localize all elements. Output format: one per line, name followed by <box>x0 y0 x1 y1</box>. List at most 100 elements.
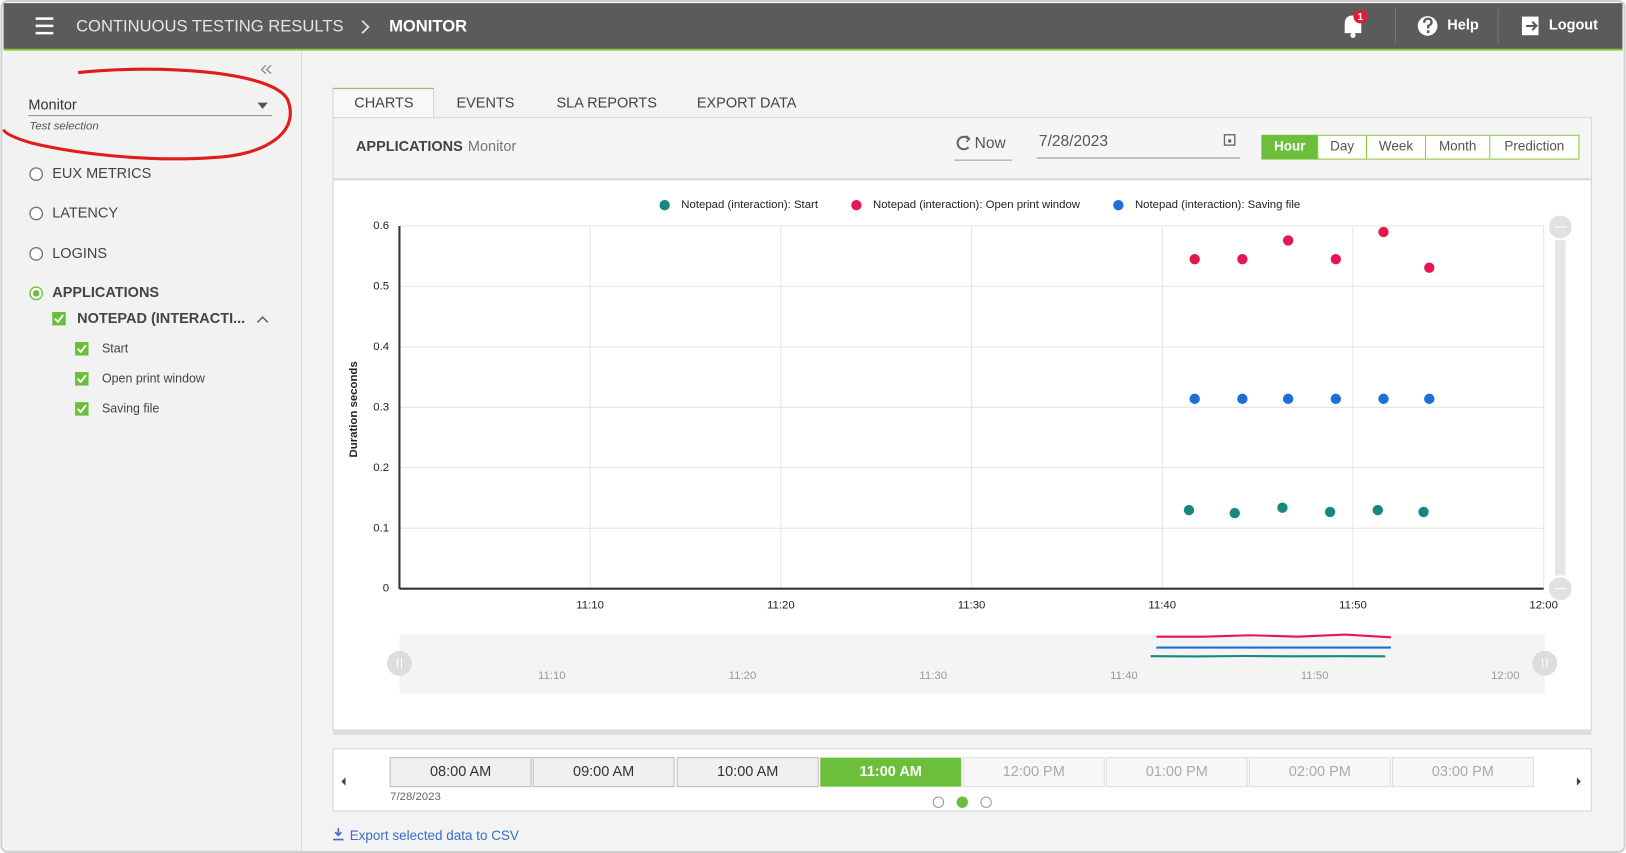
y-tick-label: 0.2 <box>373 462 389 474</box>
timeline-next[interactable] <box>1576 777 1582 786</box>
now-label: Now <box>975 135 1007 152</box>
breadcrumb-root[interactable]: CONTINUOUS TESTING RESULTS <box>76 16 343 35</box>
slot-label: 12:00 PM <box>1003 764 1065 780</box>
slot-label: 10:00 AM <box>717 764 778 780</box>
point <box>1424 262 1435 273</box>
range-button[interactable]: Prediction <box>1504 139 1564 154</box>
y-tick-label: 0.5 <box>373 280 389 292</box>
help-button[interactable]: Help <box>1417 16 1479 36</box>
menu-button[interactable] <box>35 17 54 35</box>
tab-active[interactable] <box>332 87 435 119</box>
breadcrumb-separator <box>361 20 370 34</box>
collapse-button[interactable] <box>260 64 272 75</box>
point <box>1324 506 1336 518</box>
radio-logins[interactable]: LOGINS <box>29 246 107 262</box>
navigator-tick-label: 12:00 <box>1491 670 1520 682</box>
select-caption: Test selection <box>29 120 98 132</box>
tab[interactable]: EXPORT DATA <box>697 95 797 111</box>
notification-button[interactable]: 1 <box>1344 9 1367 38</box>
range-button[interactable]: Day <box>1330 139 1354 154</box>
radio-latency[interactable]: LATENCY <box>29 205 118 221</box>
checkbox-step[interactable]: Saving file <box>75 402 159 416</box>
point <box>1237 393 1248 405</box>
navigator-line <box>1156 633 1391 639</box>
point <box>1378 393 1389 405</box>
legend-label: Notepad (interaction): Start <box>681 199 819 211</box>
slot-label: 08:00 AM <box>430 764 491 780</box>
legend-marker <box>851 200 862 211</box>
timeline-prev[interactable] <box>341 777 346 786</box>
point <box>1277 502 1288 513</box>
x-tick-label: 11:30 <box>958 599 986 611</box>
vertical-scroll[interactable] <box>1546 213 1574 603</box>
y-tick-label: 0.1 <box>373 522 389 534</box>
timeline-slot[interactable]: 03:00 PM <box>1391 757 1534 788</box>
slot-label: 02:00 PM <box>1289 764 1351 780</box>
slot-label: 09:00 AM <box>573 764 634 780</box>
dropdown-arrow[interactable] <box>257 102 268 109</box>
y-tick-label: 0.4 <box>373 341 389 353</box>
point <box>1378 226 1389 238</box>
range-button-active[interactable] <box>1261 135 1318 160</box>
checkbox-label: Saving file <box>102 402 159 416</box>
point <box>1330 254 1342 265</box>
checkbox-label: Open print window <box>102 372 205 386</box>
timeline-slot[interactable]: 09:00 AM <box>532 757 675 788</box>
slot-label: 03:00 PM <box>1432 764 1494 780</box>
radio-applications[interactable]: APPLICATIONS <box>29 285 159 301</box>
pager[interactable] <box>932 796 992 808</box>
point <box>1183 504 1195 516</box>
range-button[interactable]: Hour <box>1274 139 1306 154</box>
timeline-slot[interactable]: 02:00 PM <box>1248 757 1391 788</box>
now-button[interactable]: Now <box>953 135 1012 161</box>
navigator-tick-label: 11:40 <box>1110 670 1138 682</box>
timeline-slot[interactable]: 10:00 AM <box>676 757 819 788</box>
tab[interactable]: CHARTS <box>354 95 413 111</box>
point <box>1229 507 1240 519</box>
point <box>1330 393 1342 405</box>
checkbox-step[interactable]: Open print window <box>75 372 205 386</box>
checkbox-application[interactable]: NOTEPAD (INTERACTI... <box>52 311 245 327</box>
range-button[interactable]: Month <box>1439 139 1476 154</box>
navigator[interactable] <box>399 634 1545 694</box>
point <box>1282 393 1294 405</box>
navigator-tick-label: 11:10 <box>538 670 566 682</box>
timeline-slot[interactable]: 08:00 AM <box>389 757 532 788</box>
point <box>1282 235 1294 246</box>
radio-eux[interactable]: EUX METRICS <box>29 166 151 182</box>
range-button[interactable]: Week <box>1379 139 1413 154</box>
radio-label: EUX METRICS <box>52 166 151 182</box>
navigator-handle[interactable] <box>1532 650 1558 676</box>
tab[interactable]: SLA REPORTS <box>557 95 657 111</box>
timeline-slot[interactable]: 01:00 PM <box>1105 757 1248 788</box>
radio-label: LATENCY <box>52 205 118 221</box>
legend-label: Notepad (interaction): Saving file <box>1135 199 1300 211</box>
x-tick-label: 11:20 <box>767 599 795 611</box>
notification-count: 1 <box>1357 12 1363 23</box>
point <box>1189 254 1200 265</box>
navigator-handle[interactable] <box>387 650 412 676</box>
timeline-slot-active[interactable]: 11:00 AM <box>820 757 962 787</box>
tab[interactable]: EVENTS <box>456 95 514 111</box>
point <box>1372 504 1383 516</box>
radio-label: LOGINS <box>52 246 107 262</box>
logout-label: Logout <box>1549 18 1598 34</box>
top-bar-accent <box>3 48 1623 51</box>
x-tick-label: 11:50 <box>1339 599 1367 611</box>
point <box>1424 393 1435 405</box>
timeline-date: 7/28/2023 <box>390 791 441 803</box>
export-link[interactable]: Export selected data to CSV <box>333 828 519 843</box>
checkbox-step[interactable]: Start <box>75 342 129 356</box>
date-input[interactable]: 7/28/2023 <box>1036 133 1241 159</box>
y-tick-label: 0.3 <box>373 401 389 413</box>
checkbox-label: NOTEPAD (INTERACTI... <box>77 311 245 327</box>
point <box>1237 254 1248 265</box>
x-tick-label: 12:00 <box>1529 599 1558 611</box>
timeline-slot[interactable]: 12:00 PM <box>962 757 1105 788</box>
logout-button[interactable]: Logout <box>1521 16 1598 36</box>
collapse-chevron[interactable] <box>256 316 269 323</box>
test-select[interactable]: Monitor <box>28 98 77 114</box>
y-tick-label: 0 <box>383 583 389 595</box>
export-label: Export selected data to CSV <box>350 828 519 843</box>
